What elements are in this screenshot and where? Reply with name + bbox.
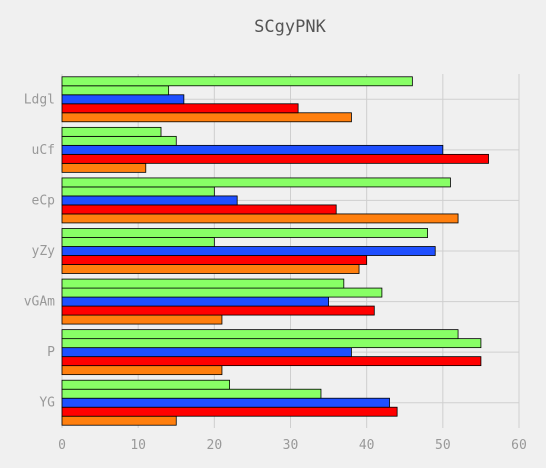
bar-uCf-3 [61, 135, 177, 146]
bar-vGAm-0 [61, 314, 223, 325]
x-axis-ticks: 0 10 20 30 40 50 60 [58, 438, 527, 453]
bar-Ldgl-3 [61, 85, 170, 96]
bar-eCp-4 [61, 177, 451, 188]
bar-YG-4 [61, 379, 230, 390]
bar-eCp-2 [61, 195, 238, 206]
bar-yZy-4 [61, 228, 429, 238]
bar-uCf-2 [61, 144, 444, 155]
bar-YG-3 [61, 388, 322, 399]
bar-uCf-1 [61, 153, 489, 164]
bar-vGAm-3 [61, 287, 383, 298]
bar-uCf-0 [61, 162, 147, 173]
bar-P-3 [61, 338, 482, 349]
bar-Ldgl-1 [61, 103, 299, 114]
bar-eCp-0 [61, 213, 459, 224]
x-tick-label: 10 [130, 438, 146, 453]
bar-yZy-0 [61, 264, 360, 274]
bar-Ldgl-2 [61, 94, 185, 105]
x-tick-label: 40 [359, 438, 375, 453]
bar-yZy-3 [61, 237, 215, 247]
bar-vGAm-4 [61, 278, 345, 289]
bar-Ldgl-0 [61, 112, 352, 123]
bar-P-4 [61, 329, 459, 340]
bar-yZy-2 [61, 246, 436, 256]
bar-YG-1 [61, 406, 398, 417]
y-category-label: yZy [32, 244, 56, 259]
x-tick-label: 30 [283, 438, 299, 453]
bar-P-1 [61, 356, 482, 367]
x-tick-label: 20 [207, 438, 223, 453]
x-tick-label: 60 [511, 438, 527, 453]
y-category-label: YG [39, 396, 55, 411]
y-category-label: eCp [32, 193, 56, 208]
x-tick-label: 0 [58, 438, 66, 453]
bar-P-2 [61, 347, 352, 358]
bar-yZy-1 [61, 255, 368, 265]
y-category-label: P [47, 345, 55, 360]
bar-Ldgl-4 [61, 76, 413, 87]
bar-YG-2 [61, 397, 390, 408]
y-category-label: vGAm [24, 295, 55, 310]
chart-title: SCgyPNK [254, 17, 326, 37]
bar-uCf-4 [61, 126, 162, 137]
x-tick-label: 50 [435, 438, 451, 453]
bar-eCp-3 [61, 186, 215, 197]
y-category-label: uCf [32, 143, 55, 158]
bar-vGAm-1 [61, 305, 375, 316]
bar-vGAm-2 [61, 296, 329, 307]
bar-eCp-1 [61, 204, 337, 215]
bars [61, 76, 489, 426]
bar-P-0 [61, 365, 223, 376]
bar-YG-0 [61, 415, 177, 426]
y-category-label: Ldgl [24, 92, 55, 107]
